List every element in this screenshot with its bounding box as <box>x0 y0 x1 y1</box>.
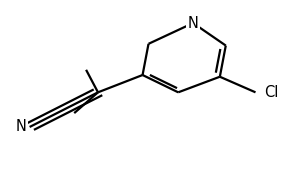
Text: N: N <box>16 120 27 134</box>
Text: N: N <box>188 15 199 31</box>
Text: Cl: Cl <box>264 85 279 100</box>
